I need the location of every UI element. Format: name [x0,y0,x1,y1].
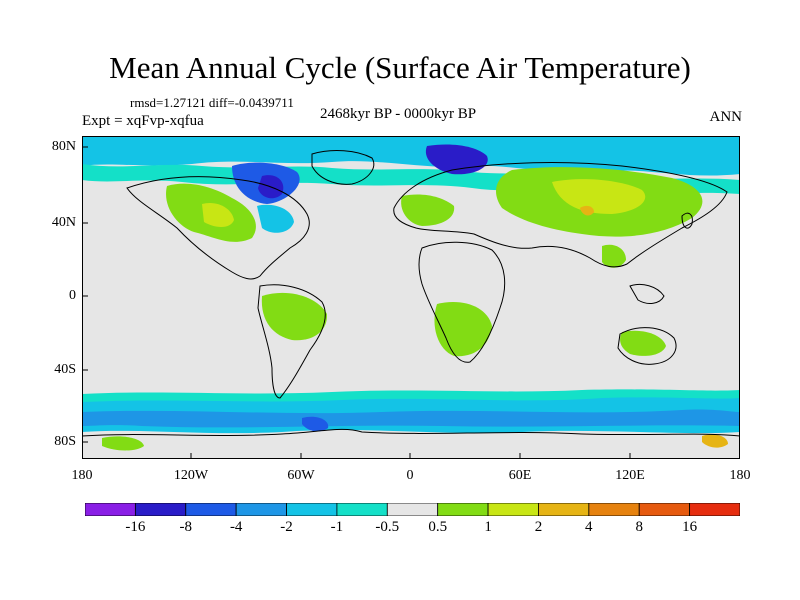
colorbar-swatch-0 [84,502,136,517]
coastline-south-america [257,284,326,399]
stats-line: rmsd=1.27121 diff=-0.0439711 [130,95,294,111]
lat-label-80n: 80N [51,139,76,154]
africa-green-patch [434,302,492,357]
colorbar-label-4: -1 [330,519,344,535]
colorbar-label-6: 0.5 [428,519,448,535]
southern-ocean-lightblue-band [82,409,740,428]
period-label: 2468kyr BP - 0000kyr BP [320,106,477,122]
antarctica-warm-patch [702,434,728,448]
colorbar-label-0: -16 [125,519,146,535]
australia-green-patch [620,330,666,356]
coastline-australia [617,327,677,365]
coastline-antarctica [82,428,740,437]
colorbar-label-11: 16 [682,519,698,535]
colorbar-swatch-3 [235,502,287,517]
colorbar-label-8: 2 [534,519,543,535]
lat-label-40s: 40S [54,362,76,377]
lon-label-60w: 60W [287,468,315,483]
colorbar-swatch-11 [638,502,691,517]
colorbar-canvas [84,502,741,517]
india-green-patch [602,244,626,268]
lon-label-180w: 180 [71,468,93,483]
lon-label-60e: 60E [508,468,532,483]
season-label: ANN [709,109,743,125]
coastline-eurasia [393,162,728,268]
lon-label-0: 0 [406,468,414,483]
diff-value: -0.0439711 [234,95,294,110]
europe-green-patch [401,194,455,226]
coastline-greenland [311,150,375,185]
colorbar-swatch-7 [437,502,489,517]
colorbar-label-5: -0.5 [375,519,400,535]
map-title: Mean Annual Cycle (Surface Air Temperatu… [109,50,691,85]
antarctica-grey-region [82,430,740,459]
coastline-southeast-asia [629,283,665,304]
lat-ticks [82,146,88,443]
lon-label-120e: 120E [615,468,645,483]
coastline-japan [681,212,693,229]
colorbar-swatch-2 [185,502,237,517]
colorbar-label-1: -8 [179,519,193,535]
coastlines [82,150,740,437]
arctic-cyan-band [82,136,740,176]
colorbar-label-3: -2 [280,519,293,535]
map-canvas [82,136,740,459]
temperature-anomaly-map [82,136,740,459]
colorbar-swatch-5 [336,502,388,517]
colorbar-swatch-9 [538,502,590,517]
colorbar-swatch-1 [134,502,187,517]
colorbar-swatch-8 [487,502,539,517]
lat-label-0: 0 [69,288,76,303]
colorbar-label-7: 1 [484,519,492,535]
diff-label: diff= [208,95,235,110]
colorbar-swatch-4 [286,502,338,517]
coastline-africa [418,241,506,363]
eurasia-orange-spot [580,205,594,216]
north-america-yellow-patch [202,202,234,227]
lat-label-80s: 80S [54,434,76,449]
coastline-north-america [126,176,310,280]
antarctica-blue-patch [302,416,329,432]
colorbar-swatch-10 [588,502,640,517]
antarctica-green-patch [102,436,144,451]
colorbar-label-9: 4 [585,519,593,535]
colorbar-label-2: -4 [229,519,243,535]
colorbar-swatch-12 [689,502,741,517]
colorbar-label-10: 8 [635,519,643,535]
colorbar [84,502,741,521]
eurasia-yellow-patch [552,179,646,214]
experiment-label: Expt = xqFvp-xqfua [82,113,204,129]
eastern-us-blue-patch [257,204,294,233]
rmsd-value: 1.27121 [163,95,206,110]
lon-label-180e: 180 [729,468,751,483]
map-border [82,136,740,459]
south-america-green-patch [261,292,328,341]
lon-label-120w: 120W [173,468,209,483]
lon-ticks [190,453,631,459]
rmsd-label: rmsd= [130,95,164,110]
colorbar-swatch-6 [386,502,439,517]
lat-label-40n: 40N [51,215,76,230]
